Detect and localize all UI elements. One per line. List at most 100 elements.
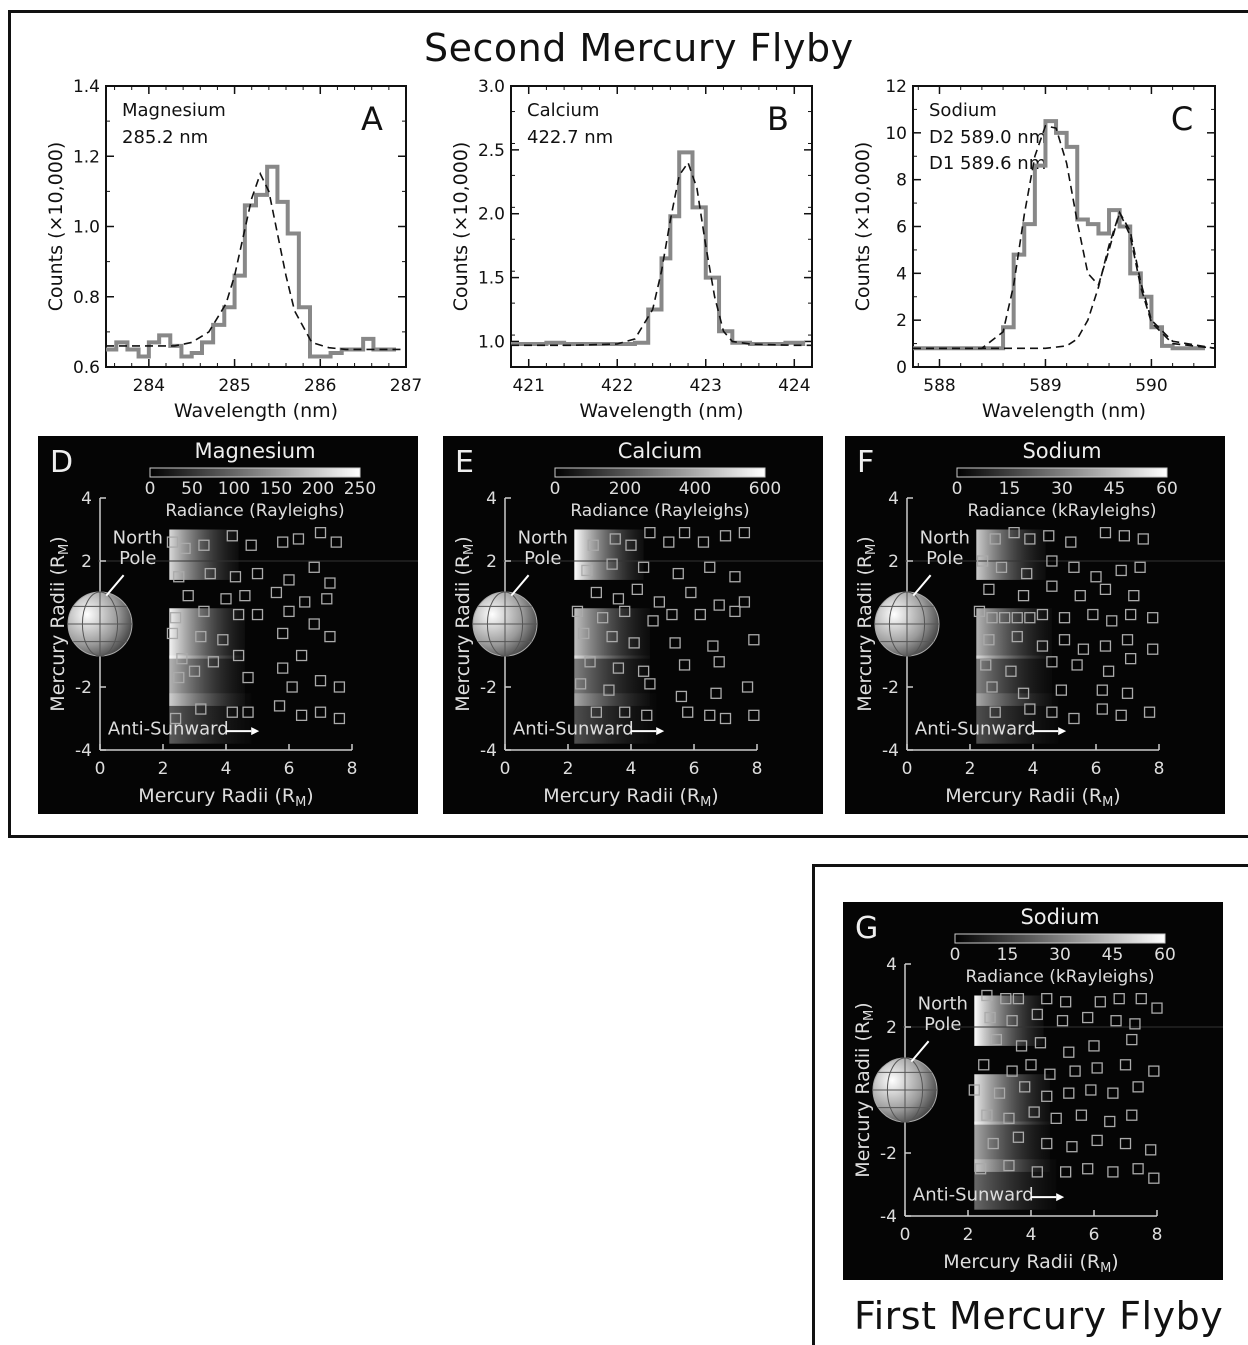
footprint-square xyxy=(220,593,232,605)
footprint-square xyxy=(704,561,716,573)
colorbar xyxy=(149,467,361,478)
footprint-square xyxy=(1041,993,1053,1005)
x-tick-label: 4 xyxy=(1028,759,1039,779)
plot-frame xyxy=(510,85,813,368)
element-label: Calcium xyxy=(527,100,599,121)
y-tick-label: 2 xyxy=(896,311,907,331)
x-tick-label: 2 xyxy=(963,1225,974,1245)
footprint-square xyxy=(973,605,986,618)
footprint-square xyxy=(251,608,264,621)
footprint-square xyxy=(1132,1163,1144,1175)
x-tick-label: 2 xyxy=(965,759,976,779)
footprint-square xyxy=(637,561,650,573)
x-tick-label: 6 xyxy=(689,759,700,779)
footprint-square xyxy=(1115,709,1127,721)
footprint-square xyxy=(590,706,602,718)
panel-letter: E xyxy=(455,445,474,480)
footprint-square xyxy=(1099,583,1112,595)
colorbar-tick-label: 0 xyxy=(952,479,963,499)
footprint-square xyxy=(738,527,751,539)
footprint-square xyxy=(314,706,327,718)
y-tick-label: 1.2 xyxy=(73,147,100,167)
y-tick-label: 1.0 xyxy=(73,218,100,238)
x-tick-label: 8 xyxy=(1152,1225,1163,1245)
footprint-square xyxy=(644,678,656,690)
footprint-square xyxy=(1148,1065,1160,1077)
footprint-square xyxy=(981,989,993,1002)
x-tick-label: 286 xyxy=(304,376,336,396)
footprint-square xyxy=(1134,561,1146,573)
y-tick-label: -4 xyxy=(75,741,92,761)
north-label: North xyxy=(918,994,968,1015)
x-tick-label: 424 xyxy=(778,376,810,396)
footprint-square xyxy=(169,712,182,725)
x-tick-label: 8 xyxy=(347,759,358,779)
footprint-square xyxy=(1071,659,1083,671)
y-tick-label: -2 xyxy=(75,678,92,698)
footprint-square xyxy=(1012,993,1025,1005)
panel-letter: D xyxy=(50,445,73,480)
pole-label: Pole xyxy=(524,548,561,569)
footprint-square xyxy=(1125,608,1137,621)
colorbar-tick-label: 60 xyxy=(1156,479,1178,499)
y-tick-label: 4 xyxy=(81,489,92,509)
footprint-square xyxy=(1024,612,1036,624)
colorbar-label: Radiance (Rayleighs) xyxy=(165,501,344,521)
footprint-square xyxy=(324,577,336,589)
footprint-square xyxy=(584,656,596,668)
footprint-square xyxy=(1046,706,1058,718)
footprint-square xyxy=(741,681,754,693)
footprint-square xyxy=(1068,712,1080,725)
second-flyby-title: Second Mercury Flyby xyxy=(424,26,854,70)
footprint-square xyxy=(188,665,201,677)
colorbar-tick-label: 0 xyxy=(145,479,156,499)
footprint-square xyxy=(1090,571,1102,583)
footprint-square xyxy=(748,709,760,721)
x-tick-label: 6 xyxy=(1091,759,1102,779)
pole-label: Pole xyxy=(926,548,963,569)
x-tick-label: 0 xyxy=(902,759,913,779)
y-axis-subscript: M xyxy=(462,544,477,555)
panel-letter: F xyxy=(857,445,874,480)
footprint-square xyxy=(1003,1159,1015,1172)
fit-curve xyxy=(913,124,1216,350)
footprint-square xyxy=(251,567,264,580)
footprint-square xyxy=(990,1033,1002,1046)
footprint-square xyxy=(1060,1166,1072,1178)
footprint-square xyxy=(324,630,336,643)
radiance-glow xyxy=(574,608,650,659)
footprint-square xyxy=(277,536,289,548)
footprint-square xyxy=(587,539,599,551)
y-tick-label: 0.8 xyxy=(73,288,100,308)
footprint-square xyxy=(217,634,229,646)
colorbar-tick-label: 0 xyxy=(950,945,961,965)
x-axis-subscript: M xyxy=(1102,795,1113,810)
y-tick-label: 1.4 xyxy=(73,77,100,97)
pole-label: Pole xyxy=(119,548,156,569)
second-flyby-frame xyxy=(8,10,1248,838)
x-tick-label: 590 xyxy=(1135,376,1167,396)
footprint-square xyxy=(710,687,722,699)
footprint-square xyxy=(669,637,681,649)
x-tick-label: 4 xyxy=(221,759,232,779)
colorbar-tick-label: 30 xyxy=(1049,945,1071,965)
element-label: Magnesium xyxy=(122,100,226,121)
footprint-square xyxy=(1118,530,1130,542)
x-tick-label: 285 xyxy=(218,376,250,396)
footprint-square xyxy=(198,539,210,551)
footprint-square xyxy=(1011,612,1023,624)
footprint-square xyxy=(995,561,1008,573)
footprint-square xyxy=(1094,996,1106,1008)
footprint-square xyxy=(694,608,706,621)
footprint-square xyxy=(1036,608,1049,621)
y-axis-label: Mercury Radii (RM) xyxy=(854,536,879,711)
footprint-square xyxy=(314,527,327,539)
footprint-square xyxy=(1006,1065,1018,1077)
footprint-square xyxy=(590,586,602,599)
panel-letter: B xyxy=(767,100,789,138)
footprint-square xyxy=(597,612,609,624)
footprint-square xyxy=(619,706,631,718)
footprint-square xyxy=(1034,1037,1047,1049)
radiance-glow xyxy=(574,693,657,744)
